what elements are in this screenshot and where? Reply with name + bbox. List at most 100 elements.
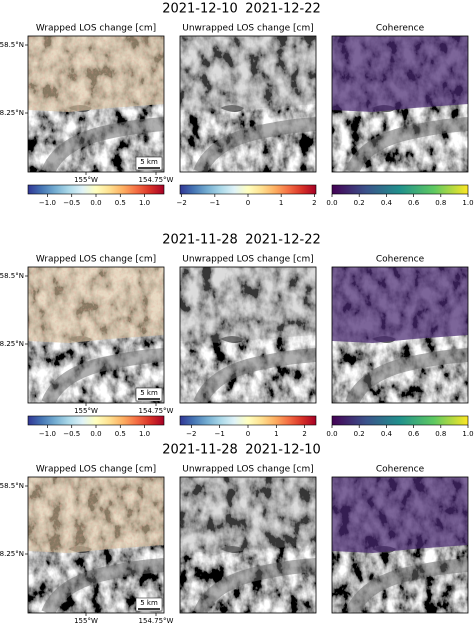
map-image	[179, 35, 317, 173]
colorbar-tick-label: 0.8	[435, 199, 446, 207]
scale-bar-box	[135, 156, 163, 171]
panel-title: Unwrapped LOS change [cm]	[182, 24, 313, 34]
colorbar-tick-label: 0.5	[115, 430, 126, 438]
scale-bar-label: 5 km	[140, 599, 158, 607]
lat-label: 58.25°N	[0, 550, 24, 558]
lake	[220, 105, 244, 112]
colorbar-tick-label: −2	[186, 430, 196, 438]
river	[41, 558, 164, 613]
colorbar-tick-label: 2	[302, 430, 306, 438]
colorbar-tick-label: 2	[312, 199, 316, 207]
lat-label: 58.25°N	[0, 109, 24, 117]
colorbar	[331, 184, 469, 195]
pair-date-end: 2021-12-22	[245, 233, 321, 248]
panel-frame	[27, 266, 165, 404]
lat-label: 58.25°N	[0, 340, 24, 348]
panel-frame	[179, 476, 317, 614]
panel-title: Coherence	[376, 24, 425, 34]
colorbar-tick-label: −0.5	[63, 199, 80, 207]
river	[41, 348, 164, 403]
colorbar	[27, 184, 165, 195]
colorbar-tick-label: 1.0	[462, 199, 473, 207]
river	[345, 348, 468, 403]
scale-bar-label: 5 km	[140, 389, 158, 397]
lon-label: 155°W	[74, 176, 98, 184]
terrain	[180, 36, 316, 172]
colorbar-tick-label: 0.5	[115, 199, 126, 207]
colorbar-tick-label: 0.2	[354, 430, 365, 438]
river	[193, 117, 316, 172]
colorbar-tick-label: 0	[246, 199, 250, 207]
panel-title: Wrapped LOS change [cm]	[36, 24, 156, 34]
panel-title: Wrapped LOS change [cm]	[36, 465, 156, 475]
panel-frame	[179, 35, 317, 173]
river	[345, 117, 468, 172]
colorbar-tick-label: −1	[215, 430, 225, 438]
colorbar-tick-label: 0.6	[408, 430, 420, 438]
terrain	[180, 477, 316, 613]
colorbar	[27, 415, 165, 426]
colorbar-tick-label: 0.0	[326, 430, 337, 438]
river	[345, 558, 468, 613]
colorbar-tick-label: 0.4	[381, 430, 393, 438]
panel-frame	[27, 476, 165, 614]
scale-bar-label: 5 km	[140, 158, 158, 166]
overlay	[332, 267, 468, 343]
map-image	[27, 35, 165, 173]
colorbar-tick-label: 0	[246, 430, 250, 438]
phase-speckle	[28, 267, 164, 343]
river	[41, 117, 164, 172]
river	[193, 348, 316, 403]
map-image	[331, 35, 469, 173]
map-image	[27, 476, 165, 614]
lon-label: 155°W	[74, 407, 98, 415]
colorbar-tick-label: 1.0	[139, 430, 150, 438]
overlay	[180, 36, 316, 112]
map-image	[179, 266, 317, 404]
pair-date-start: 2021-11-28	[162, 443, 238, 458]
scale-bar-box	[135, 597, 163, 612]
colorbar	[331, 415, 469, 426]
panel-frame	[331, 476, 469, 614]
lon-label: 154.75°W	[139, 617, 174, 624]
scale-bar-box	[135, 387, 163, 402]
panel-title: Wrapped LOS change [cm]	[36, 255, 156, 265]
lake	[220, 546, 244, 553]
colorbar-tick-label: 0.2	[354, 199, 365, 207]
lon-label: 155°W	[74, 617, 98, 624]
panel-title: Coherence	[376, 255, 425, 265]
colorbar-tick-label: −1	[210, 199, 220, 207]
colorbar-tick-label: 1.0	[462, 430, 473, 438]
map-image	[179, 476, 317, 614]
overlay	[332, 477, 468, 553]
colorbar-tick-label: 1.0	[139, 199, 150, 207]
colorbar-tick-label: 1	[279, 199, 283, 207]
panel-frame	[331, 35, 469, 173]
colorbar-tick-label: 0.4	[381, 199, 393, 207]
colorbar-tick-label: 0.0	[326, 199, 337, 207]
map-image	[27, 266, 165, 404]
pair-date-start: 2021-11-28	[162, 233, 238, 248]
pair-date-end: 2021-12-10	[245, 443, 321, 458]
colorbar	[179, 184, 317, 195]
panel-frame	[179, 266, 317, 404]
colorbar-tick-label: 1	[274, 430, 278, 438]
overlay	[180, 477, 316, 553]
pair-date-start: 2021-12-10	[162, 2, 238, 17]
panel-title: Unwrapped LOS change [cm]	[182, 255, 313, 265]
lake	[220, 336, 244, 343]
panel-frame	[331, 266, 469, 404]
colorbar-tick-label: 0.8	[435, 430, 446, 438]
lon-label: 154.75°W	[139, 176, 174, 184]
lat-label: 58.5°N	[0, 482, 24, 490]
panel-title: Unwrapped LOS change [cm]	[182, 465, 313, 475]
river	[193, 558, 316, 613]
terrain	[180, 267, 316, 403]
colorbar-tick-label: −0.5	[63, 430, 80, 438]
colorbar-tick-label: 0.6	[408, 199, 420, 207]
colorbar-tick-label: −1.0	[39, 199, 56, 207]
colorbar	[179, 415, 317, 426]
map-image	[331, 266, 469, 404]
colorbar-tick-label: 0.0	[90, 430, 101, 438]
panel-title: Coherence	[376, 465, 425, 475]
